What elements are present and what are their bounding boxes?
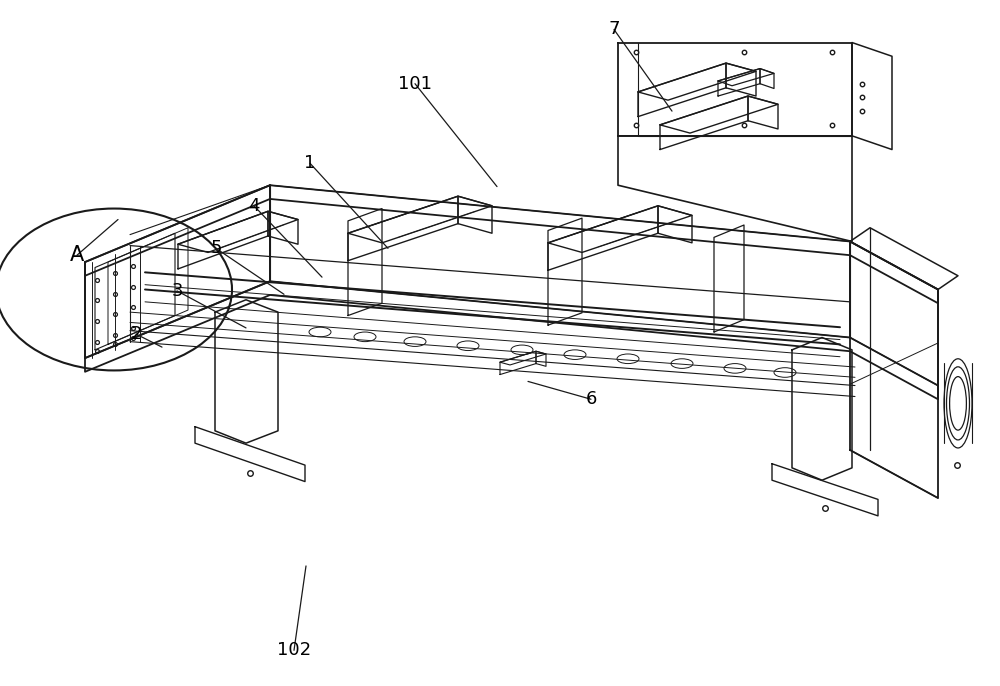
Text: 5: 5 (210, 239, 222, 257)
Text: 102: 102 (277, 641, 311, 659)
Text: 3: 3 (171, 282, 183, 300)
Text: 1: 1 (304, 154, 316, 172)
Text: 2: 2 (130, 325, 142, 343)
Text: 6: 6 (585, 390, 597, 408)
Text: 101: 101 (398, 75, 432, 93)
Text: 7: 7 (608, 21, 620, 38)
Text: 4: 4 (248, 197, 260, 215)
Text: A: A (70, 245, 84, 265)
